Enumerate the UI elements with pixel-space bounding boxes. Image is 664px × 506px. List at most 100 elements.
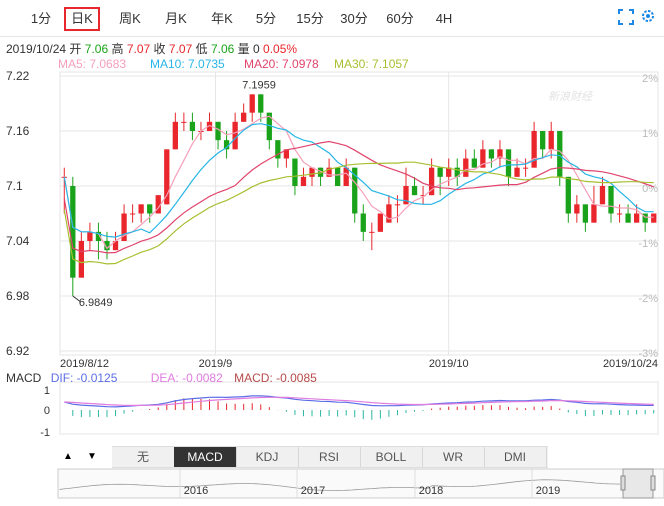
ma20-line	[63, 140, 654, 254]
candle-body	[582, 204, 589, 223]
macd-tick-label: 0	[44, 405, 50, 417]
macd-tick-label: 1	[44, 385, 50, 397]
y-tick-label: 7.04	[6, 234, 30, 248]
max-price-label: 7.1959	[242, 79, 276, 91]
macd-title: MACD	[6, 371, 42, 385]
candle-body	[369, 231, 375, 233]
indicator-tab-macd[interactable]: MACD	[174, 447, 237, 467]
candle-body	[121, 213, 127, 241]
percent-tick-label: -2%	[638, 293, 658, 305]
macd-frame	[59, 381, 659, 435]
min-price-pointer	[72, 295, 82, 303]
fullscreen-icon[interactable]	[618, 9, 634, 25]
candle-body	[625, 213, 631, 223]
dea-line	[64, 396, 654, 406]
tab-4h[interactable]: 4H	[435, 11, 453, 26]
candle-body	[155, 195, 161, 214]
y-tick-label: 7.22	[6, 69, 30, 83]
candle-body	[87, 231, 93, 241]
scroll-down-button[interactable]: ▼	[87, 451, 97, 462]
candle-body	[531, 131, 537, 168]
candle-body	[352, 167, 358, 214]
navigator-frame	[57, 468, 664, 499]
tab-yearly-k[interactable]: 年K	[211, 11, 233, 26]
ohlc-info-line: 2019/10/24 开 7.06 高 7.07 收 7.07 低 7.06 量…	[6, 40, 297, 57]
candle-body	[300, 176, 307, 186]
period-tab-bar: 1分 日K 周K 月K 年K 5分 15分 30分 60分 4H	[0, 0, 664, 37]
y-tick-label: 6.98	[6, 289, 30, 303]
candle-body	[565, 176, 571, 214]
indicator-tabs: 无 MACD KDJ RSI BOLL WR DMI	[112, 446, 548, 468]
percent-axis: 2% 1% 0% -1% -2% -3%	[638, 73, 658, 360]
tab-60min[interactable]: 60分	[386, 11, 414, 26]
close-value: 7.07	[168, 42, 193, 56]
candle-body	[223, 140, 230, 150]
candle-body	[377, 213, 384, 232]
candle-body	[540, 131, 546, 150]
indicator-tab-rsi[interactable]: RSI	[298, 447, 361, 467]
x-axis-label: 2019/8/12	[60, 358, 109, 370]
candle-body	[275, 140, 281, 159]
candle-body	[428, 167, 435, 196]
scroll-up-button[interactable]: ▲	[63, 451, 73, 462]
change-value: 0.05%	[263, 42, 298, 56]
date-axis: 2019/8/12 2019/9 2019/10 2019/10/24	[60, 358, 658, 370]
tab-daily-k[interactable]: 日K	[64, 7, 100, 31]
macd-panel: 1 0 -1	[40, 381, 659, 439]
percent-tick-label: 2%	[642, 73, 658, 85]
candle-body	[608, 186, 614, 214]
candle-body	[181, 121, 187, 123]
candle-body	[574, 204, 580, 214]
x-axis-label: 2019/10	[429, 358, 469, 370]
candle-body	[206, 121, 213, 131]
navigator-range-selector	[622, 468, 654, 499]
macd-legend: MACD DIF: -0.0125 DEA: -0.0082 MACD: -0.…	[6, 371, 317, 385]
navigator-series-line	[59, 479, 621, 491]
x-axis-label: 2019/10/24	[603, 358, 658, 370]
candle-body	[403, 186, 409, 205]
navigator-left-handle	[620, 475, 626, 491]
price-grid	[59, 71, 659, 356]
ma5-legend: MA5: 7.0683	[58, 57, 127, 71]
candle-body	[394, 204, 401, 206]
candle-body	[147, 204, 153, 214]
candle-body	[232, 121, 238, 150]
tab-1min[interactable]: 1分	[30, 11, 52, 26]
max-min-markers: 7.1959 6.9849	[72, 79, 276, 309]
indicator-tab-wr[interactable]: WR	[422, 447, 485, 467]
candle-body	[548, 131, 554, 150]
tab-monthly-k[interactable]: 月K	[165, 11, 187, 26]
indicator-tab-dmi[interactable]: DMI	[484, 447, 547, 467]
candle-body	[241, 112, 247, 122]
percent-tick-label: -3%	[638, 348, 658, 360]
ma5-line	[63, 115, 654, 250]
ma10-line	[63, 123, 654, 238]
tab-weekly-k[interactable]: 周K	[119, 11, 141, 26]
tab-15min[interactable]: 15分	[296, 11, 324, 26]
percent-tick-label: 1%	[642, 128, 658, 140]
candle-body	[599, 186, 606, 205]
indicator-tab-none[interactable]: 无	[112, 447, 175, 467]
candlesticks	[61, 94, 657, 296]
plot-frame	[59, 71, 659, 356]
candle-body	[104, 241, 110, 251]
dif-legend: DIF: -0.0125	[50, 371, 118, 385]
candle-body	[454, 167, 460, 177]
candle-body	[437, 167, 443, 177]
min-price-label: 6.9849	[79, 297, 113, 309]
ma30-line	[63, 161, 654, 265]
tab-5min[interactable]: 5分	[255, 11, 277, 26]
moving-average-lines	[63, 115, 654, 265]
indicator-tab-kdj[interactable]: KDJ	[236, 447, 299, 467]
high-label: 高	[111, 42, 124, 56]
candle-body	[172, 121, 178, 150]
ma20-legend: MA20: 7.0978	[244, 57, 319, 71]
tab-30min[interactable]: 30分	[340, 11, 368, 26]
candle-body	[616, 213, 623, 215]
candle-body	[334, 167, 341, 186]
candle-body	[112, 241, 119, 251]
gear-icon[interactable]	[640, 8, 656, 24]
sina-watermark: 新浪财经	[548, 90, 593, 103]
indicator-tab-boll[interactable]: BOLL	[360, 447, 423, 467]
